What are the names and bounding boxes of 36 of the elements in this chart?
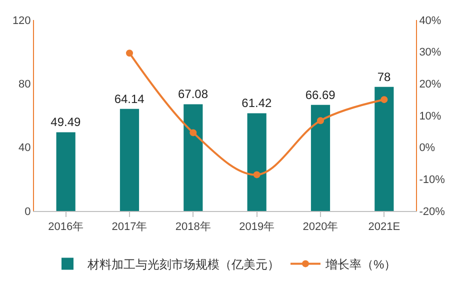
x-tick-label: 2020年 (302, 221, 338, 234)
x-tick-label: 2018年 (175, 221, 211, 234)
point (380, 96, 388, 104)
y-tick-label: 0 (24, 206, 31, 218)
y2-tick-label: 10% (419, 110, 442, 122)
legend-label: 增长率（%） (324, 257, 396, 272)
bar (120, 108, 140, 211)
legend-label: 材料加工与光刻市场规模（亿美元） (86, 257, 280, 272)
data-label: 66.69 (305, 88, 336, 102)
y2-tick-label: 0% (419, 142, 436, 154)
y-tick-label: 40 (18, 142, 31, 154)
data-label: 64.14 (114, 92, 145, 106)
data-label: 61.42 (242, 96, 272, 110)
data-label: 78 (377, 70, 392, 84)
bar (56, 132, 76, 211)
y2-tick-label: -20% (419, 206, 446, 218)
x-tick-label: 2016年 (48, 221, 84, 234)
y-tick-label: 80 (18, 78, 31, 91)
x-tick-label: 2021E (368, 221, 400, 234)
x-tick-label: 2017年 (112, 221, 148, 234)
point (190, 129, 197, 136)
y2-tick-label: 40% (419, 14, 442, 27)
y-tick-label: 120 (12, 14, 31, 27)
point (253, 171, 260, 178)
data-label: 67.08 (178, 87, 208, 102)
bar (247, 113, 266, 211)
data-label: 49.49 (50, 115, 82, 130)
bar (184, 104, 203, 211)
y2-tick-label: 30% (419, 46, 442, 59)
x-tick-label: 2019年 (239, 221, 275, 234)
y2-tick-label: 20% (419, 78, 442, 91)
bar (374, 86, 394, 211)
point (126, 50, 133, 57)
point (317, 117, 324, 124)
y2-tick-label: -10% (419, 174, 446, 186)
bar (310, 104, 330, 211)
